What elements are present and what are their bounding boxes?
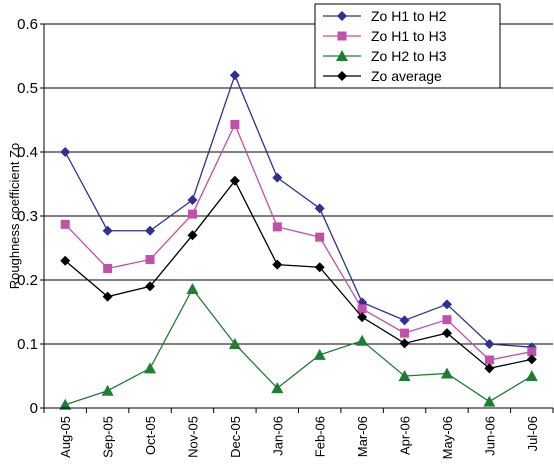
data-point [144,362,157,374]
data-point [103,263,113,273]
data-point [484,339,495,349]
y-tick-label: 0.6 [17,16,38,33]
data-point [187,195,198,205]
y-tick-label: 0.3 [17,208,38,225]
legend-label: Zo H1 to H3 [371,28,447,44]
x-tick-label: May-06 [440,416,455,459]
data-point [483,395,496,407]
data-point [102,225,113,236]
x-tick-label: Mar-06 [355,416,370,457]
legend-label: Zo average [371,68,442,84]
data-point [356,334,369,346]
series-group [59,70,538,410]
data-point [187,230,198,241]
x-tick-label: Jun-06 [482,416,497,456]
x-tick-label: Sep-05 [101,416,116,458]
legend-swatch-marker [336,50,348,61]
series-3 [59,282,538,410]
series-line [64,179,532,370]
y-tick-label: 0.5 [17,80,38,97]
series-line [64,122,532,361]
data-point [186,282,199,294]
y-tick-label: 0.1 [17,336,38,353]
y-axis-label: Roughness coefficient Zo [7,143,22,289]
x-tick-labels: Aug-05 Sep-05 Oct-05 Nov-05 Dec-05 Jan-06 Feb-… [43,408,554,459]
legend-item: Zo H1 to H2 [323,8,447,24]
x-tick-label: Apr-06 [398,416,413,455]
y-tick-label: 0.2 [17,272,38,289]
series-1 [60,70,537,353]
data-point [102,291,113,302]
legend-box [314,3,501,89]
data-point [398,370,411,381]
y-tick-label: 0.4 [17,144,38,161]
x-tick-label: Jul-06 [525,416,540,451]
y-tick-label: 0 [30,400,38,417]
x-tick-label: Dec-05 [228,416,243,458]
data-point [145,255,155,265]
data-point [357,304,367,314]
legend-item: Zo H2 to H3 [323,48,447,64]
legend-swatch-marker [337,71,347,81]
legend-label: Zo H1 to H2 [371,8,447,24]
data-point [60,147,71,157]
x-tick-label: Jan-06 [270,416,285,456]
legend-item: Zo H1 to H3 [323,28,447,44]
data-point [271,382,284,394]
data-point [441,328,452,339]
series-2 [60,119,537,365]
data-point [399,338,410,349]
data-point [229,70,240,81]
series-line [65,287,533,406]
data-point [230,119,240,129]
data-point [272,222,282,232]
data-point [441,299,452,310]
data-point [60,219,70,229]
data-point [315,232,325,242]
data-point [187,209,197,219]
legend-item: Zo average [323,68,442,84]
data-point [60,255,71,266]
data-point [399,315,410,326]
data-point [442,315,452,325]
data-point [526,354,537,365]
data-point [484,355,494,365]
legend-swatch-marker [337,31,347,41]
x-tick-label: Oct-05 [143,416,158,455]
x-tick-label: Nov-05 [185,416,200,458]
legend: Zo H1 to H2 Zo H1 to H3 Zo H2 to H3 Zo aver… [314,3,501,89]
data-point [440,367,453,379]
series-4 [60,175,537,374]
x-tick-label: Feb-06 [313,416,328,457]
series-line [64,73,532,348]
data-point [357,312,368,323]
data-point [145,281,156,292]
data-point [484,363,495,374]
data-point [400,328,410,338]
data-point [314,262,325,273]
data-point [314,203,325,214]
data-point [228,338,241,349]
data-point [145,225,156,236]
data-point [525,370,538,381]
legend-label: Zo H2 to H3 [371,48,447,64]
data-point [59,398,72,410]
data-point [313,348,326,360]
data-point [272,172,283,183]
data-point [272,259,283,270]
legend-swatch-marker [337,11,347,21]
data-point [229,175,240,186]
y-tick-labels: 0 0.1 0.2 0.3 0.4 0.5 0.6 [17,16,38,417]
data-point [101,384,114,396]
x-tick-label: Aug-05 [58,416,73,458]
data-point [527,347,537,357]
